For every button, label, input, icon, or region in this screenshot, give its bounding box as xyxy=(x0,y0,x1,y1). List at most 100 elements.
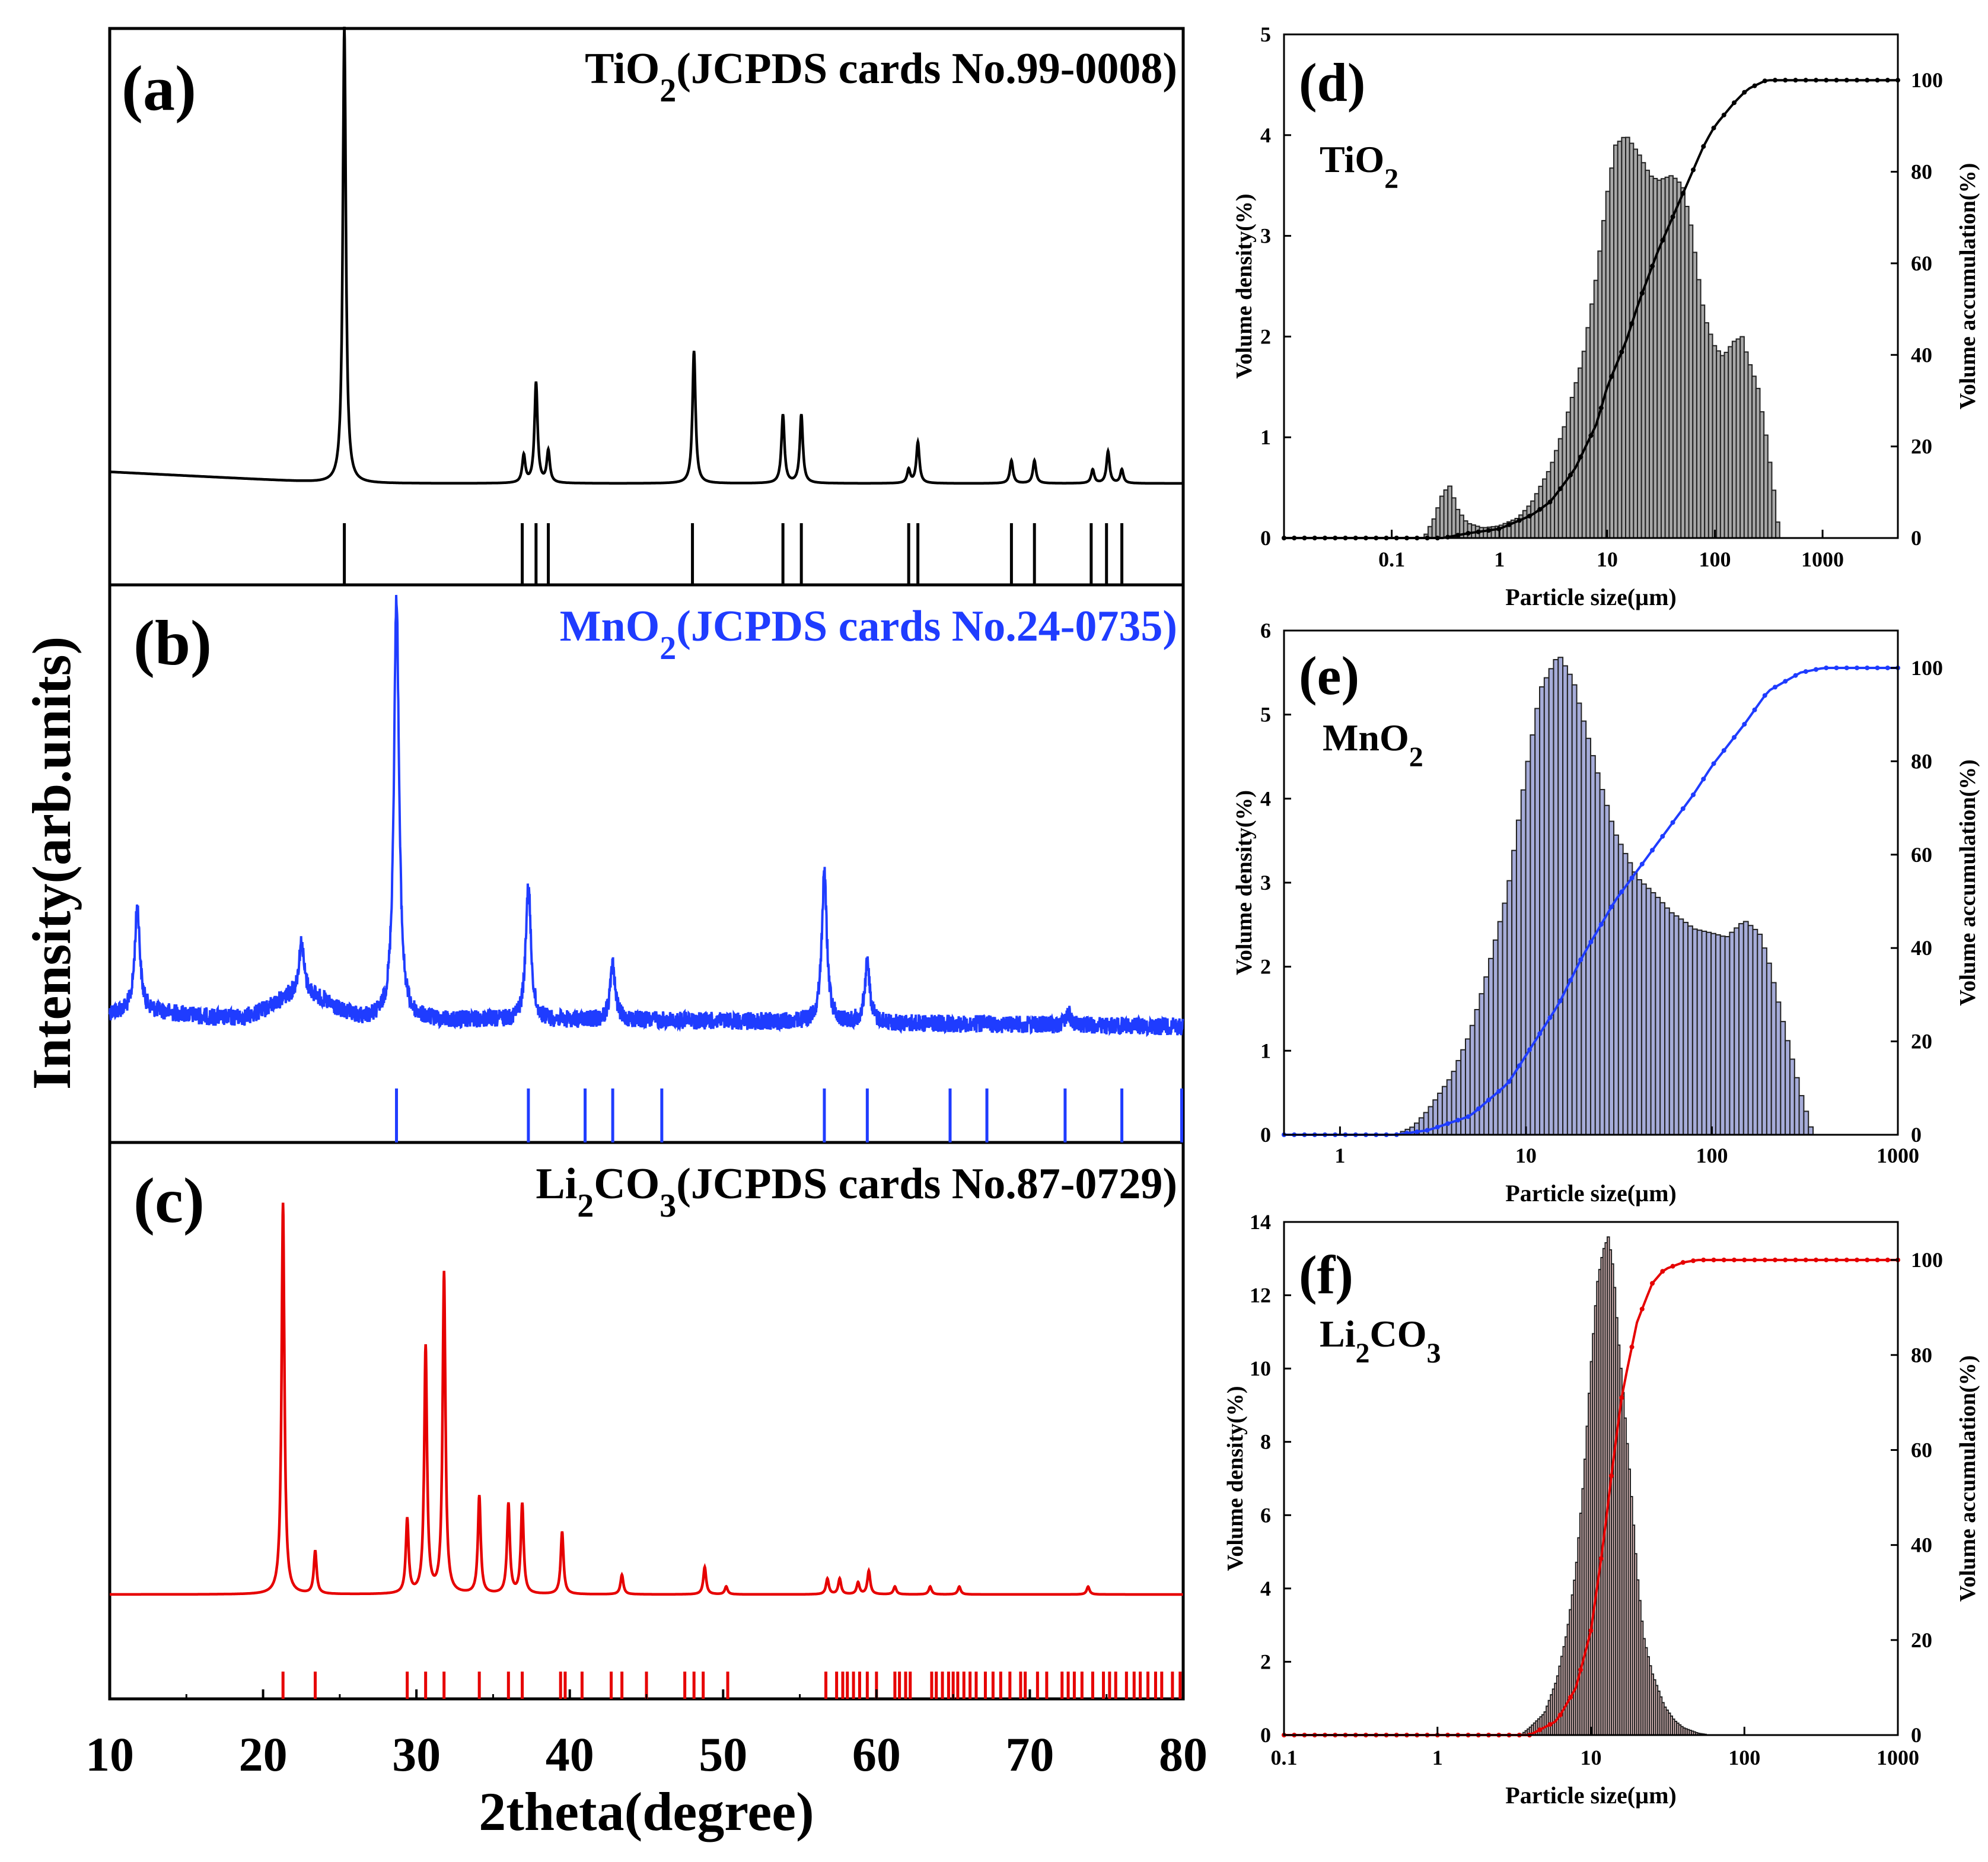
legend-li2co3-post: (JCPDS cards No.87-0729) xyxy=(676,1160,1177,1208)
psd-label-li2co3-sub: 2 xyxy=(1355,1338,1369,1369)
psd-bar xyxy=(1752,928,1758,1136)
psd-cumulative-point xyxy=(1435,1125,1440,1130)
psd-y-tick-label: 8 xyxy=(1260,1430,1271,1454)
psd-cumulative-point xyxy=(1773,1258,1777,1263)
psd-y2-tick-label: 20 xyxy=(1911,1030,1932,1053)
psd-cumulative-point xyxy=(1455,1118,1461,1123)
psd-cumulative-point xyxy=(1803,669,1808,674)
xrd-x-tick-label: 70 xyxy=(1005,1727,1054,1781)
legend-tio2: TiO2(JCPDS cards No.99-0008) xyxy=(585,44,1177,109)
psd-cumulative-point xyxy=(1650,1281,1655,1286)
psd-cumulative-point xyxy=(1517,518,1522,523)
psd-bar xyxy=(1543,677,1550,1136)
psd-cumulative-point xyxy=(1588,1628,1594,1633)
psd-cumulative-point xyxy=(1762,1258,1767,1263)
psd-y-tick-label: 2 xyxy=(1260,324,1271,348)
psd-bar xyxy=(1701,930,1707,1136)
psd-cumulative-point xyxy=(1527,1047,1532,1052)
psd-cumulative-point xyxy=(1578,957,1584,963)
xrd-panel-b xyxy=(109,594,1184,1142)
legend-li2co3-mid: CO xyxy=(594,1160,660,1208)
psd-y-axis-title: Volume density(%) xyxy=(1223,1386,1248,1571)
psd-bar xyxy=(1627,862,1633,1135)
psd-bar xyxy=(1562,665,1568,1136)
psd-cumulative-point xyxy=(1629,876,1635,881)
psd-bar xyxy=(1673,915,1680,1135)
psd-y2-tick-label: 40 xyxy=(1911,936,1932,960)
psd-bar xyxy=(1474,1008,1480,1136)
psd-x-axis-title: Particle size(µm) xyxy=(1505,584,1676,610)
psd-y2-tick-label: 0 xyxy=(1911,1723,1922,1747)
psd-cumulative-point xyxy=(1865,78,1870,83)
psd-y-tick-label: 0 xyxy=(1260,1723,1271,1747)
psd-cumulative-point xyxy=(1721,1258,1726,1263)
psd-x-axis-title: Particle size(µm) xyxy=(1505,1782,1676,1809)
psd-cumulative-point xyxy=(1803,78,1808,83)
psd-bar xyxy=(1645,887,1652,1135)
psd-cumulative-point xyxy=(1742,1258,1747,1263)
psd-x-tick-label: 1000 xyxy=(1877,1746,1919,1769)
psd-cumulative-point xyxy=(1557,486,1563,491)
psd-cumulative-point xyxy=(1465,531,1471,536)
psd-cumulative-point xyxy=(1814,667,1818,672)
psd-cumulative-point xyxy=(1732,1258,1737,1263)
psd-cumulative-point xyxy=(1721,112,1726,117)
xrd-x-tick-label: 80 xyxy=(1159,1727,1208,1781)
panel-label-a: (a) xyxy=(122,53,196,124)
psd-cumulative-point xyxy=(1578,1667,1584,1672)
psd-bar xyxy=(1785,1040,1791,1136)
psd-bar xyxy=(1515,819,1522,1135)
psd-cumulative-point xyxy=(1711,1258,1716,1263)
psd-cumulative-point xyxy=(1680,1260,1686,1265)
xrd-x-axis-title: 2theta(degree) xyxy=(479,1781,814,1842)
psd-y2-tick-label: 100 xyxy=(1911,1248,1943,1272)
psd-bar xyxy=(1775,1001,1782,1136)
psd-cumulative-point xyxy=(1588,939,1594,944)
psd-y-tick-label: 0 xyxy=(1260,526,1271,550)
psd-bar xyxy=(1789,1058,1795,1136)
legend-li2co3-sub: 2 xyxy=(577,1188,594,1224)
psd-x-axis-title: Particle size(µm) xyxy=(1505,1180,1676,1207)
psd-cumulative-point xyxy=(1527,514,1532,519)
psd-y2-tick-label: 100 xyxy=(1911,656,1943,680)
psd-cumulative-point xyxy=(1506,522,1512,527)
psd-cumulative-point xyxy=(1865,665,1870,670)
psd-frame xyxy=(1283,33,1899,539)
xrd-panel-a xyxy=(109,26,1183,585)
psd-cumulative-point xyxy=(1476,529,1481,534)
psd-bar xyxy=(1664,907,1670,1136)
xrd-x-tick-label: 50 xyxy=(699,1727,747,1781)
psd-cumulative-point xyxy=(1691,792,1696,797)
psd-cumulative-point xyxy=(1865,1258,1870,1263)
xrd-x-tick-labels: 10 20 30 40 50 60 70 80 xyxy=(85,1689,1208,1781)
psd-bar xyxy=(1502,902,1508,1135)
psd-cumulative-point xyxy=(1732,100,1737,106)
psd-bar xyxy=(1506,880,1513,1135)
psd-cumulative-point xyxy=(1670,820,1675,825)
psd-bar xyxy=(1770,982,1777,1136)
psd-label-li2co3: Li2CO3 xyxy=(1320,1313,1441,1369)
psd-panel-d: 0.1 1 10 100 1000 0 1 2 3 4 5 0 20 40 60 80 100 Particle … xyxy=(1232,23,1980,610)
psd-cumulative-point xyxy=(1742,90,1747,95)
psd-y-tick-label: 4 xyxy=(1260,787,1271,810)
psd-bar xyxy=(1604,804,1610,1136)
psd-cumulative-point xyxy=(1783,679,1788,684)
psd-y-tick-label: 2 xyxy=(1260,955,1271,979)
psd-bar xyxy=(1775,521,1780,539)
legend-li2co3: Li2CO3(JCPDS cards No.87-0729) xyxy=(536,1160,1177,1224)
psd-cumulative-point xyxy=(1752,707,1757,712)
psd-x-tick-label: 10 xyxy=(1515,1144,1537,1167)
psd-cumulative-point xyxy=(1834,1258,1839,1263)
psd-y2-tick-label: 60 xyxy=(1911,1438,1932,1462)
psd-cumulative-point xyxy=(1650,848,1655,853)
psd-y2-tick-label: 0 xyxy=(1911,526,1922,550)
psd-bar xyxy=(1803,1110,1809,1135)
psd-bar xyxy=(1613,834,1619,1136)
psd-bar xyxy=(1808,1126,1814,1135)
psd-cumulative-point xyxy=(1732,735,1737,740)
psd-cumulative-point xyxy=(1834,78,1839,83)
psd-label-tio2-sub: 2 xyxy=(1384,163,1398,195)
psd-cumulative-point xyxy=(1557,998,1563,1004)
psd-bar xyxy=(1655,896,1661,1136)
